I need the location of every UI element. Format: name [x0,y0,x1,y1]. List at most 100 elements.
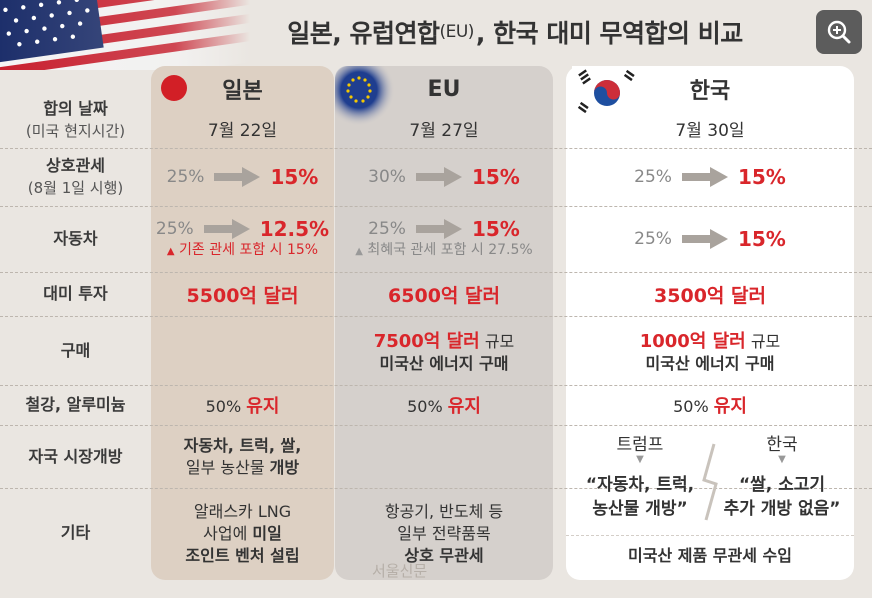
invest-eu: 6500억 달러 [388,284,500,307]
lightning-divider-icon [702,443,718,521]
triangle-up-icon: ▲ [166,246,175,257]
korea-column [566,66,854,580]
auto-eu: 25% 15% ▲ 최혜국 관세 포함 시 27.5% [335,208,553,270]
korea-bottom-b: 무관세 수입 [712,546,792,565]
etc-japan-line1: 알래스카 LNG [193,502,292,521]
eu-flag-icon [335,66,395,126]
date-eu: 7월 27일 [409,120,479,141]
purchase-eu-scale: 규모 [479,331,515,351]
row-divider [0,488,872,489]
invest-korea: 3500억 달러 [654,284,766,307]
purchase-eu-amount: 7500억 달러 [373,330,480,352]
triangle-down-icon: ▼ [778,453,786,465]
zoom-button[interactable] [816,10,862,54]
arrow-right-icon [415,219,462,239]
row-divider [0,385,872,386]
label-reciprocal-sub: (8월 1일 시행) [27,179,124,197]
row-label-steel: 철강, 알루미늄 [25,395,126,414]
steel-eu-pct: 50% [407,397,448,416]
arrow-right-icon [681,229,728,249]
watermark: 서울신문 [372,562,428,580]
etc-eu: 항공기, 반도체 등 일부 전략품목 상호 무관세 [335,492,553,576]
arrow-right-icon [415,167,462,187]
reciprocal-korea-from: 25% [634,167,672,187]
country-korea: 한국 [689,79,731,104]
invest-japan: 5500억 달러 [186,284,299,307]
purchase-eu-line2: 미국산 에너지 구매 [379,353,509,373]
purchase-korea-line2: 미국산 에너지 구매 [645,353,775,373]
etc-japan-line2a: 사업에 [203,524,253,543]
auto-korea-from: 25% [634,229,672,249]
auto-japan-note: ▲ 기존 관세 포함 시 15% [167,241,318,261]
korea-flag-icon [572,66,642,120]
triangle-up-icon: ▲ [355,246,363,257]
steel-korea: 50% 유지 [566,387,854,423]
row-divider [0,425,872,426]
auto-japan-to: 12.5% [259,217,330,241]
title-main: 일본, 유럽연합 [287,19,440,48]
korea-korea-quote: “쌀, 소고기 추가 개방 없음” [712,468,852,526]
market-japan: 자동차, 트럭, 쌀, 일부 농산물 개방 [151,427,334,486]
korea-trump-heading: 트럼프 [616,434,664,455]
row-divider [0,316,872,317]
reciprocal-japan: 25% 15% [151,150,334,204]
row-label-auto: 자동차 [53,229,98,248]
row-label-purchase: 구매 [60,340,91,360]
steel-korea-word: 유지 [713,396,747,417]
purchase-korea: 1000억 달러 규모 미국산 에너지 구매 [566,318,854,383]
auto-korea-to: 15% [737,227,786,251]
date-japan: 7월 22일 [207,120,278,141]
eu-column [335,66,553,580]
auto-eu-note-text: 최혜국 관세 포함 시 27.5% [367,242,533,258]
etc-eu-line2: 일부 전략품목 [397,524,491,543]
trump-quote-line1: “자동차, 트럭, [585,475,695,495]
etc-eu-line3: 상호 무관세 [404,546,484,565]
etc-japan-line3: 조인트 벤처 설립 [185,546,300,565]
korea-quote-line2: 추가 개방 없음” [723,499,841,519]
korea-bottom: 미국산 제품 무관세 수입 [566,538,854,574]
label-date-sub: (미국 현지시간) [25,122,126,140]
label-reciprocal-main: 상호관세 [46,156,105,175]
japan-flag-icon [161,75,187,101]
reciprocal-japan-from: 25% [166,167,205,187]
etc-japan-line2b: 미일 [252,524,282,543]
purchase-eu: 7500억 달러 규모 미국산 에너지 구매 [335,318,553,383]
row-divider [0,206,872,207]
title-paren: (EU) [439,22,474,42]
arrow-right-icon [203,219,250,239]
us-flag-icon [0,0,250,70]
korea-trump-quote: “자동차, 트럭, 농산물 개방” [572,468,708,526]
trump-quote-line2a: 농산물 [592,499,646,519]
auto-japan-note-text: 기존 관세 포함 시 15% [179,242,319,258]
steel-eu-word: 유지 [447,396,481,417]
zoom-in-icon [827,20,851,44]
korea-korea-heading: 한국 [766,434,798,455]
steel-japan-pct: 50% [205,397,247,416]
trump-quote-line2b: 개방” [645,499,688,519]
row-divider [0,272,872,273]
row-divider [0,148,872,149]
label-date-main: 합의 날짜 [43,99,108,118]
etc-eu-line1: 항공기, 반도체 등 [384,502,504,521]
korea-quote-line1: “쌀, 소고기 [738,475,826,495]
market-japan-line2a: 일부 농산물 [185,457,270,477]
country-eu: EU [427,76,461,102]
etc-japan: 알래스카 LNG 사업에 미일 조인트 벤처 설립 [151,492,334,576]
auto-eu-note: ▲ 최혜국 관세 포함 시 27.5% [355,241,532,261]
purchase-korea-amount: 1000억 달러 [639,330,746,352]
reciprocal-korea-to: 15% [737,165,786,189]
title-rest: , 한국 대미 무역합의 비교 [475,19,743,48]
steel-japan-word: 유지 [246,396,280,417]
auto-korea: 25% 15% [566,208,854,270]
reciprocal-korea: 25% 15% [566,150,854,204]
reciprocal-eu-from: 30% [368,167,406,187]
auto-japan: 25% 12.5% ▲ 기존 관세 포함 시 15% [151,208,334,270]
reciprocal-eu-to: 15% [471,165,520,189]
page-title: 일본, 유럽연합 (EU), 한국 대미 무역합의 비교 [250,12,780,52]
korea-inner-divider [566,535,854,536]
date-korea: 7월 30일 [675,120,745,141]
row-label-market: 자국 시장개방 [28,446,123,466]
row-label-etc: 기타 [60,523,91,542]
japan-column [151,66,334,580]
row-label-date: 합의 날짜 (미국 현지시간) [0,92,151,148]
